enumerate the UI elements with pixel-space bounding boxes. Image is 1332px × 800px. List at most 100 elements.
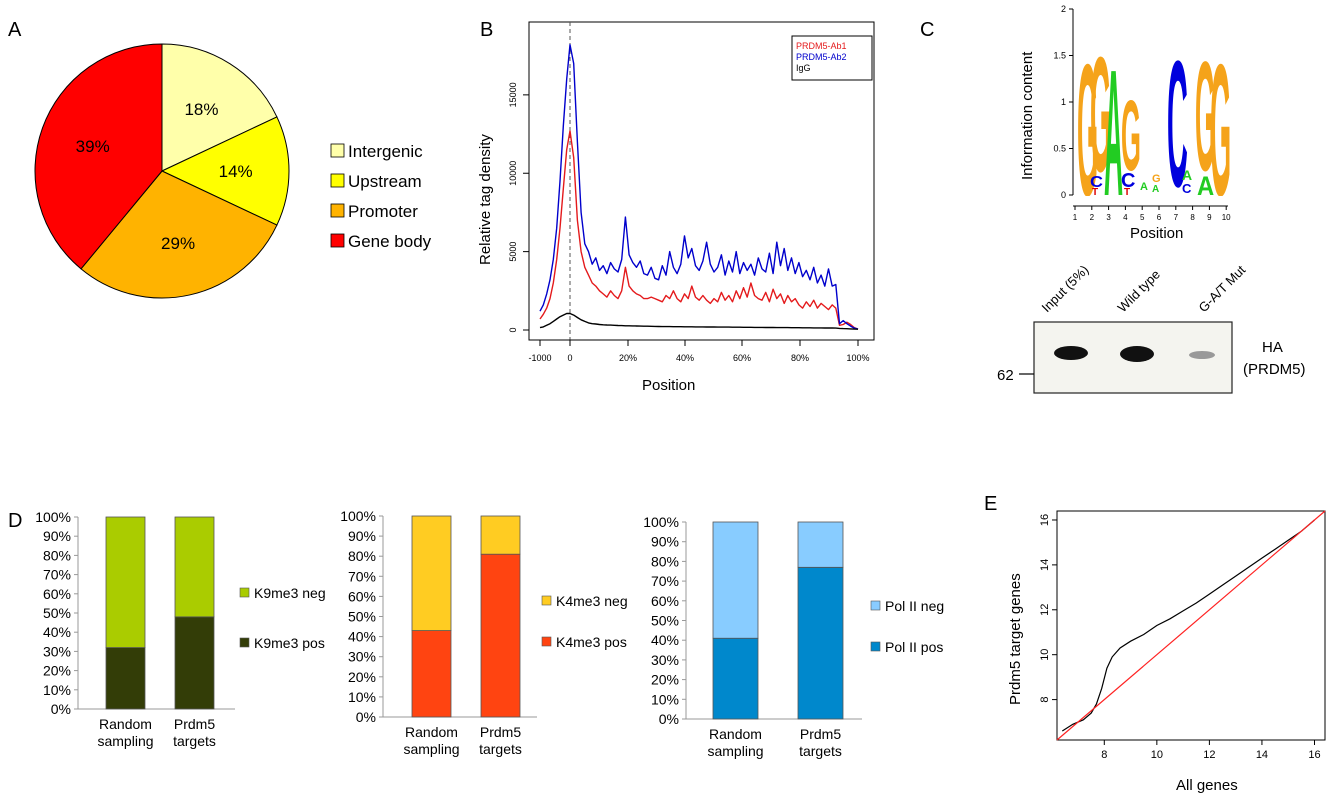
stacked-bar-chart-k4me3: 0% 10% 20% 30% 40% 50% 60% 70% 80% 90% 100% Random s…	[340, 508, 627, 757]
legend-swatch	[330, 233, 345, 248]
x-tick-label: 80%	[791, 353, 809, 363]
pie-slice-label: 29%	[161, 234, 195, 253]
y-tick-label: 20%	[348, 669, 376, 685]
x-tick-label: 60%	[733, 353, 751, 363]
logo-letter-c: C	[1121, 170, 1135, 192]
y-tick-label: 20%	[651, 672, 679, 688]
y-tick-label: 80%	[348, 548, 376, 564]
y-tick-label: 60%	[43, 586, 71, 602]
category-label-line: sampling	[403, 741, 459, 757]
legend-label: Promoter	[348, 202, 418, 221]
plot-frame	[1056, 510, 1326, 741]
legend-label: K4me3 pos	[556, 634, 627, 650]
legend-label: Gene body	[348, 232, 432, 251]
panel-label-d: D	[8, 510, 22, 532]
logo-letter-g: G	[1077, 26, 1098, 236]
logo-letter-t: T	[1124, 187, 1130, 198]
band-label: (PRDM5)	[1243, 361, 1306, 378]
pie-slice-label: 39%	[76, 137, 110, 156]
legend-label: K9me3 neg	[254, 585, 326, 601]
legend-label: Upstream	[348, 172, 422, 191]
legend-label: K9me3 pos	[254, 635, 325, 651]
bar-segment	[797, 566, 844, 720]
logo-letter-g: G	[1121, 81, 1141, 192]
y-tick-label: 40%	[348, 629, 376, 645]
y-tick-label: 2	[1061, 4, 1066, 14]
x-tick-label: 6	[1157, 213, 1162, 222]
y-tick-label: 10%	[651, 691, 679, 707]
y-tick-label: 80%	[651, 553, 679, 569]
bar-segment	[174, 516, 215, 618]
logo-letter-c: C	[1182, 181, 1192, 196]
y-tick-label: 20%	[43, 663, 71, 679]
x-axis-label: Position	[1130, 225, 1183, 242]
gel-lane-label: Wild type	[1115, 267, 1163, 315]
y-tick-label: 0	[1061, 190, 1066, 200]
y-tick-label: 90%	[43, 528, 71, 544]
legend-swatch	[239, 587, 250, 598]
pie-chart: 18% 14% 29% 39%	[34, 43, 290, 299]
category-label: Random sampling	[403, 724, 459, 757]
category-label-line: Prdm5	[174, 716, 215, 732]
x-tick-label: 3	[1106, 213, 1111, 222]
density-chart: Position Relative tag density PRDM5-Ab1P…	[477, 21, 875, 394]
y-tick-label: 0%	[51, 701, 71, 717]
logo-letter-g: G	[1090, 23, 1111, 206]
gel-lane-label: Input (5%)	[1039, 262, 1092, 315]
gel-band	[1054, 346, 1088, 360]
y-tick-label: 50%	[651, 613, 679, 629]
y-tick-label: 70%	[43, 567, 71, 583]
gel-band	[1120, 346, 1154, 362]
y-tick-label: 16	[1039, 514, 1051, 526]
x-tick-label: 8	[1101, 749, 1107, 761]
logo-letter-a: A	[1140, 181, 1148, 193]
category-label-line: Prdm5	[480, 724, 521, 740]
legend-swatch	[541, 595, 552, 606]
y-tick-label: 8	[1039, 697, 1051, 703]
category-label-line: Prdm5	[800, 726, 841, 742]
legend-swatch	[330, 203, 345, 218]
legend-label: K4me3 neg	[556, 593, 628, 609]
x-tick-label: 4	[1123, 213, 1128, 222]
x-tick-label: 2	[1090, 213, 1095, 222]
legend-swatch	[870, 600, 881, 611]
stacked-bar-chart-k9me3: 0% 10% 20% 30% 40% 50% 60% 70% 80% 90% 100% Random s…	[35, 509, 325, 749]
series-line-prdm5-ab1	[539, 130, 859, 330]
category-label-line: Random	[99, 716, 152, 732]
y-tick-label: 10000	[508, 161, 518, 186]
category-label: Prdm5 targets	[799, 726, 842, 759]
x-tick-label: 7	[1174, 213, 1179, 222]
category-label-line: Random	[405, 724, 458, 740]
y-tick-label: 1	[1061, 97, 1066, 107]
y-tick-label: 50%	[348, 609, 376, 625]
y-tick-label: 60%	[348, 588, 376, 604]
y-tick-label: 90%	[651, 534, 679, 550]
qq-curve	[1061, 519, 1315, 732]
category-label-line: Random	[709, 726, 762, 742]
logo-letter-a: A	[1152, 184, 1159, 195]
y-tick-label: 10	[1039, 649, 1051, 661]
x-tick-label: 10	[1222, 213, 1231, 222]
category-label-line: sampling	[97, 733, 153, 749]
logo-letter-c: C	[1167, 24, 1188, 225]
y-axis-label: Information content	[1019, 51, 1036, 180]
pie-slice-label: 14%	[219, 162, 253, 181]
series-line-igg	[539, 312, 859, 330]
bar-segment	[105, 516, 146, 648]
y-tick-label: 70%	[651, 573, 679, 589]
legend-box	[791, 35, 873, 81]
y-tick-label: 30%	[651, 652, 679, 668]
category-label: Random sampling	[97, 716, 153, 749]
x-tick-label: 14	[1256, 749, 1268, 761]
legend-swatch	[330, 143, 345, 158]
logo-letter-a: A	[1197, 172, 1214, 202]
y-tick-label: 12	[1039, 604, 1051, 616]
gel-lane-label: G-A/T Mut	[1196, 262, 1249, 315]
x-tick-label: 100%	[846, 353, 869, 363]
y-tick-label: 50%	[43, 605, 71, 621]
panel-label-a: A	[8, 19, 22, 41]
logo-letter-g: G	[1152, 173, 1161, 185]
y-tick-label: 0%	[356, 709, 376, 725]
